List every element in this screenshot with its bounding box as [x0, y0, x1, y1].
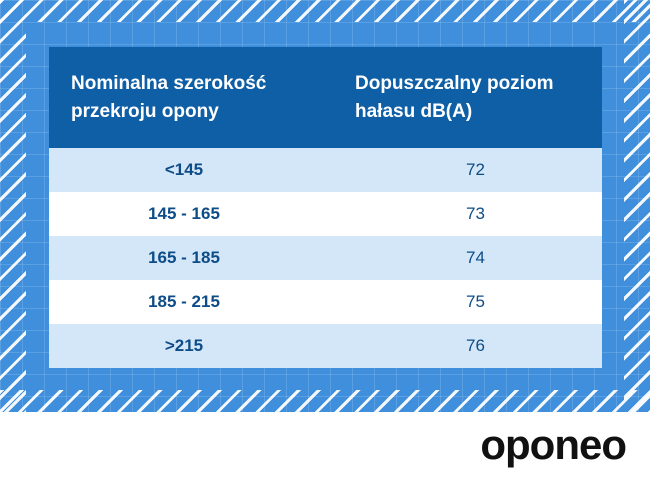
noise-limits-table: Nominalna szerokość przekroju opony Dopu… — [49, 47, 602, 368]
table-row: 165 - 185 74 — [49, 236, 602, 280]
decorative-stripe-left — [0, 0, 26, 412]
cell-noise: 72 — [466, 160, 485, 179]
cell-width: <145 — [164, 160, 204, 179]
table-row: 185 - 215 75 — [49, 280, 602, 324]
cell-noise: 73 — [466, 204, 485, 223]
table-row: >215 76 — [49, 324, 602, 368]
decorative-stripe-bottom — [0, 390, 650, 412]
cell-noise: 74 — [466, 248, 485, 267]
cell-noise: 75 — [466, 292, 485, 311]
cell-width: 185 - 215 — [148, 292, 220, 311]
decorative-stripe-top — [0, 0, 650, 22]
table-header: Nominalna szerokość przekroju opony Dopu… — [49, 47, 602, 148]
decorative-stripe-right — [624, 0, 650, 412]
header-tyre-width: Nominalna szerokość przekroju opony — [49, 47, 319, 148]
cell-width: 165 - 185 — [148, 248, 220, 267]
header-noise-level: Dopuszczalny poziom hałasu dB(A) — [319, 47, 602, 148]
oponeo-logo: oponeo — [480, 421, 627, 468]
header-noise-level-label: Dopuszczalny poziom hałasu dB(A) — [355, 72, 554, 122]
header-tyre-width-label: Nominalna szerokość przekroju opony — [71, 72, 267, 122]
table-row: <145 72 — [49, 148, 602, 192]
cell-width: 145 - 165 — [148, 204, 220, 223]
cell-noise: 76 — [466, 336, 485, 355]
cell-width: >215 — [164, 336, 204, 355]
table-row: 145 - 165 73 — [49, 192, 602, 236]
background-frame: Nominalna szerokość przekroju opony Dopu… — [0, 0, 650, 412]
